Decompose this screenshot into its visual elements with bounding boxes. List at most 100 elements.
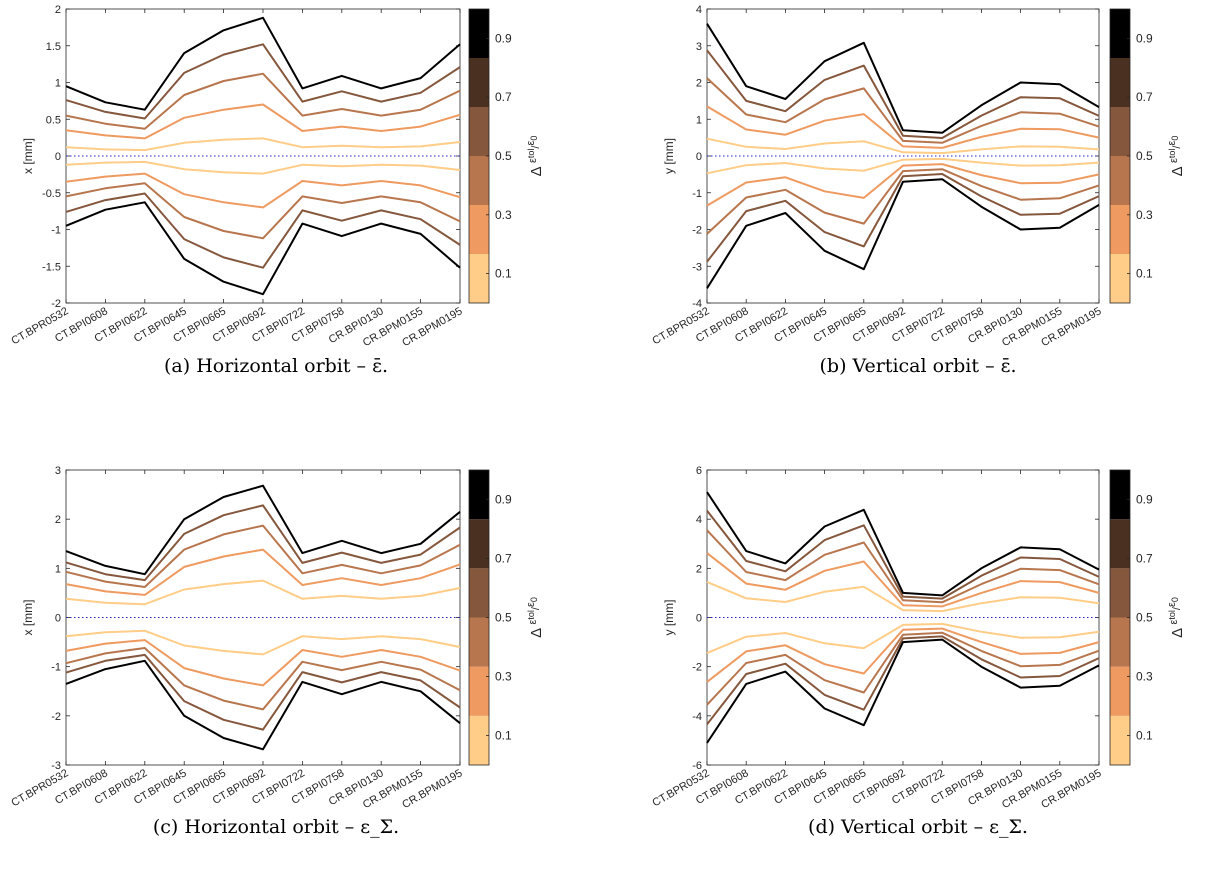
y-tick-label: -2 bbox=[51, 711, 61, 723]
y-tick-label: -4 bbox=[692, 711, 702, 723]
series-line-05-upper bbox=[65, 72, 461, 130]
series-line-05-lower bbox=[706, 168, 1100, 235]
colorbar-label: Δ εtol/ε0 bbox=[525, 597, 545, 638]
colorbar-label-part: Δ bbox=[1169, 163, 1186, 176]
series-line-03-upper bbox=[65, 103, 461, 140]
colorbar-tick-label: 0.1 bbox=[495, 729, 512, 743]
colorbar-label-part: / bbox=[1171, 606, 1183, 610]
series-line-01-upper bbox=[706, 137, 1100, 155]
y-tick-label: 2 bbox=[55, 514, 61, 526]
y-axis-label: x [mm] bbox=[21, 138, 35, 174]
y-tick-label: 1 bbox=[55, 78, 61, 90]
y-tick-label: 4 bbox=[696, 4, 702, 16]
series-line-05-upper bbox=[706, 77, 1100, 144]
colorbar-segment bbox=[1110, 470, 1130, 520]
series-line-03-upper bbox=[706, 552, 1100, 608]
colorbar-segment bbox=[469, 107, 489, 156]
colorbar-segment bbox=[1110, 617, 1130, 667]
y-axis-label: y [mm] bbox=[662, 138, 676, 174]
colorbar-label-part: ε bbox=[525, 141, 537, 146]
colorbar-segment bbox=[1110, 107, 1130, 156]
colorbar-label-part: ε bbox=[527, 620, 539, 625]
y-tick-label: 1 bbox=[696, 114, 702, 126]
colorbar-segment bbox=[469, 9, 489, 58]
colorbar-label-part: ε bbox=[1166, 602, 1178, 607]
colorbar: 0.10.30.50.70.9Δ εtol/ε0 bbox=[468, 8, 545, 304]
y-tick-label: 0.5 bbox=[46, 114, 61, 126]
series-line-09-lower bbox=[65, 659, 461, 751]
y-tick-label: 6 bbox=[696, 465, 702, 477]
series-line-03-lower bbox=[65, 639, 461, 687]
series-line-01-upper bbox=[65, 579, 461, 606]
y-tick-label: 4 bbox=[696, 514, 702, 526]
colorbar-tick-label: 0.1 bbox=[1136, 729, 1153, 743]
colorbar-tick-label: 0.7 bbox=[1136, 90, 1153, 104]
colorbar-segment bbox=[1110, 205, 1130, 254]
colorbar-segment bbox=[469, 519, 489, 569]
chart-panel-a: -2-1.5-1-0.500.511.52CT.BPR0532CT.BPI060… bbox=[9, 4, 545, 377]
y-tick-label: -1 bbox=[692, 188, 702, 200]
colorbar-tick-label: 0.5 bbox=[1136, 149, 1153, 163]
series-line-07-upper bbox=[706, 49, 1100, 139]
colorbar-segment bbox=[469, 156, 489, 205]
colorbar-tick-label: 0.1 bbox=[495, 267, 512, 281]
colorbar-tick-label: 0.7 bbox=[1136, 552, 1153, 566]
colorbar-segment bbox=[469, 568, 489, 618]
colorbar-segment bbox=[469, 715, 489, 765]
y-tick-label: 0 bbox=[696, 613, 702, 625]
colorbar-label-part: tol bbox=[526, 149, 536, 159]
y-tick-label: -1 bbox=[51, 225, 61, 237]
colorbar: 0.10.30.50.70.9Δ εtol/ε0 bbox=[1109, 8, 1186, 304]
series-line-05-lower bbox=[65, 647, 461, 711]
series-line-07-lower bbox=[706, 635, 1100, 726]
panel-caption: (d) Vertical orbit – ε_Σ. bbox=[808, 816, 1028, 838]
y-tick-label: -1 bbox=[51, 662, 61, 674]
series-line-09-lower bbox=[65, 201, 461, 296]
colorbar-tick-label: 0.1 bbox=[1136, 267, 1153, 281]
colorbar-tick-label: 0.3 bbox=[1136, 670, 1153, 684]
series-line-09-upper bbox=[65, 484, 461, 576]
colorbar-label-part: / bbox=[1171, 145, 1183, 149]
y-tick-label: 3 bbox=[55, 465, 61, 477]
colorbar-label-part: / bbox=[530, 606, 542, 610]
colorbar-tick-label: 0.9 bbox=[1136, 31, 1153, 45]
colorbar-tick-label: 0.9 bbox=[1136, 493, 1153, 507]
panel-caption: (b) Vertical orbit – ε̄. bbox=[820, 355, 1017, 377]
y-tick-label: -2 bbox=[692, 225, 702, 237]
y-tick-label: -1.5 bbox=[42, 261, 61, 273]
colorbar-tick-label: 0.3 bbox=[495, 670, 512, 684]
series-line-09-lower bbox=[706, 178, 1100, 289]
colorbar-label: Δ εtol/ε0 bbox=[525, 136, 545, 177]
y-tick-label: -0.5 bbox=[42, 188, 61, 200]
series-line-03-upper bbox=[65, 548, 461, 596]
colorbar: 0.10.30.50.70.9Δ εtol/ε0 bbox=[468, 469, 545, 766]
y-tick-label: 1 bbox=[55, 563, 61, 575]
series-line-09-upper bbox=[706, 23, 1100, 134]
series-line-01-lower bbox=[706, 622, 1100, 655]
y-tick-label: -2 bbox=[692, 662, 702, 674]
colorbar-tick-label: 0.9 bbox=[495, 31, 512, 45]
colorbar-segment bbox=[469, 470, 489, 520]
colorbar-segment bbox=[1110, 254, 1130, 303]
colorbar-tick-label: 0.3 bbox=[495, 208, 512, 222]
y-tick-label: -2 bbox=[51, 298, 61, 310]
colorbar-label-part: ε bbox=[527, 158, 539, 163]
colorbar-tick-label: 0.5 bbox=[495, 611, 512, 625]
colorbar-segment bbox=[469, 666, 489, 716]
y-tick-label: -3 bbox=[692, 261, 702, 273]
chart-panel-d: -6-4-20246CT.BPR0532CT.BPI0608CT.BPI0622… bbox=[650, 465, 1186, 838]
y-tick-label: 0 bbox=[55, 151, 61, 163]
colorbar-label-part: 0 bbox=[529, 597, 539, 602]
colorbar-segment bbox=[1110, 666, 1130, 716]
colorbar-label-part: ε bbox=[1168, 158, 1180, 163]
y-tick-label: 0 bbox=[696, 151, 702, 163]
series-line-07-upper bbox=[65, 504, 461, 582]
colorbar-label: Δ εtol/ε0 bbox=[1166, 597, 1186, 638]
colorbar-label-part: / bbox=[530, 145, 542, 149]
y-tick-label: 2 bbox=[696, 78, 702, 90]
y-tick-label: -4 bbox=[692, 298, 702, 310]
series-line-05-upper bbox=[65, 524, 461, 588]
colorbar-tick-label: 0.3 bbox=[1136, 208, 1153, 222]
series-line-03-lower bbox=[706, 627, 1100, 683]
